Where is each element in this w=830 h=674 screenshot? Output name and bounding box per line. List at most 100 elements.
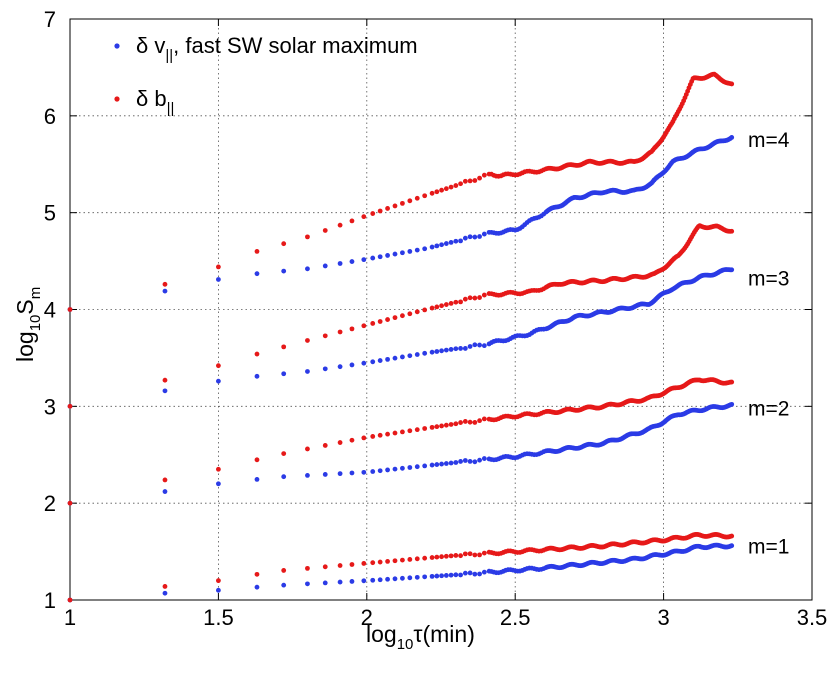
data-point xyxy=(439,242,444,248)
data-point xyxy=(162,590,168,596)
x-tick-label: 1.5 xyxy=(203,605,234,630)
data-point xyxy=(322,333,328,339)
data-point xyxy=(385,317,390,322)
data-point xyxy=(407,353,413,359)
data-point xyxy=(481,172,487,178)
data-point xyxy=(448,460,454,466)
data-point xyxy=(453,572,459,578)
x-tick-label: 2.5 xyxy=(500,605,531,630)
x-axis-label: log10τ(min) xyxy=(366,621,475,653)
data-point xyxy=(458,572,463,578)
data-point xyxy=(453,421,459,427)
data-point xyxy=(448,553,454,559)
y-tick-label: 3 xyxy=(44,394,56,419)
data-point xyxy=(729,379,735,385)
data-point xyxy=(392,355,398,361)
data-point xyxy=(429,424,435,430)
data-point xyxy=(337,563,343,568)
data-point xyxy=(281,241,287,247)
data-point xyxy=(392,576,398,582)
data-point xyxy=(434,554,440,560)
data-point xyxy=(462,235,468,241)
data-point xyxy=(443,461,449,466)
data-point xyxy=(385,206,390,211)
data-point xyxy=(481,343,487,349)
data-point xyxy=(361,561,367,566)
data-point xyxy=(162,281,168,287)
legend: δ v||, fast SW solar maximum δ b|| xyxy=(114,33,418,117)
data-point xyxy=(729,533,735,539)
y-tick-label: 2 xyxy=(44,491,56,516)
data-point xyxy=(305,234,310,240)
data-point xyxy=(281,568,287,573)
data-point xyxy=(443,573,449,578)
data-point xyxy=(462,346,468,351)
data-point xyxy=(414,574,420,580)
data-point xyxy=(407,428,413,434)
data-point xyxy=(472,342,478,348)
data-point xyxy=(254,351,260,357)
data-point xyxy=(477,457,482,463)
data-point xyxy=(477,295,482,300)
data-point xyxy=(729,543,735,549)
data-point xyxy=(385,467,390,473)
data-point xyxy=(400,200,405,206)
data-point xyxy=(377,577,383,583)
series-b xyxy=(67,377,735,506)
data-point xyxy=(729,228,735,234)
data-point xyxy=(400,313,405,319)
legend-entry-label: δ v||, fast SW solar maximum xyxy=(136,33,418,64)
axes-layer: 1 1.5 2 2.5 3 3.5 1 2 3 4 5 6 7 xyxy=(44,7,828,630)
data-point xyxy=(434,424,440,430)
data-point xyxy=(407,198,413,204)
data-point xyxy=(429,573,435,579)
series-v xyxy=(67,401,735,506)
data-point xyxy=(443,241,449,246)
data-point xyxy=(448,347,454,352)
data-point xyxy=(458,238,463,244)
data-point xyxy=(322,564,328,570)
data-point xyxy=(216,277,221,282)
data-point xyxy=(434,462,440,467)
data-point xyxy=(337,222,343,228)
data-point xyxy=(349,218,355,224)
data-point xyxy=(254,571,260,577)
data-point xyxy=(349,326,355,332)
data-point xyxy=(439,554,444,560)
data-point xyxy=(467,459,473,464)
annotation-layer: m=4 m=3 m=2 m=1 xyxy=(748,129,790,559)
data-points-layer xyxy=(67,71,735,603)
data-point xyxy=(349,259,355,264)
data-point xyxy=(472,571,478,577)
data-point xyxy=(481,292,487,298)
data-point xyxy=(467,234,473,240)
data-point xyxy=(477,552,482,558)
data-point xyxy=(422,307,428,313)
data-point xyxy=(281,344,287,350)
legend-marker xyxy=(114,96,120,102)
data-point xyxy=(414,556,420,562)
data-point xyxy=(377,254,383,260)
data-point xyxy=(422,555,428,561)
data-point xyxy=(162,489,168,494)
data-point xyxy=(453,460,459,465)
data-point xyxy=(216,481,221,487)
data-point xyxy=(370,560,376,566)
x-tick-label: 2 xyxy=(361,605,373,630)
data-point xyxy=(407,465,413,470)
data-point xyxy=(481,456,487,461)
data-point xyxy=(370,321,376,326)
data-point xyxy=(337,579,343,585)
data-point xyxy=(305,565,310,571)
data-point xyxy=(422,246,428,252)
data-point xyxy=(305,266,310,272)
series-v xyxy=(67,267,735,409)
data-point xyxy=(439,348,444,354)
data-point xyxy=(67,403,73,409)
data-point xyxy=(429,555,435,560)
data-point xyxy=(305,473,310,478)
data-point xyxy=(422,574,428,580)
legend-marker xyxy=(114,43,120,49)
x-tick-label: 1 xyxy=(64,605,76,630)
data-point xyxy=(429,462,435,468)
